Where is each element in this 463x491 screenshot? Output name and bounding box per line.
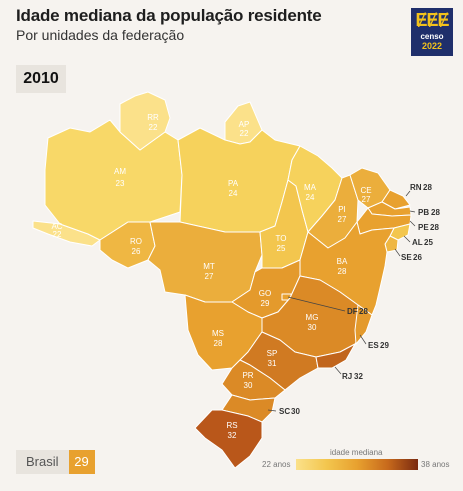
state-pi-value: 27 <box>338 215 347 224</box>
state-ma-value: 24 <box>306 193 315 202</box>
state-rn-code: RN <box>410 183 422 192</box>
censo-2022-logo: ɆɆɆ censo 2022 <box>411 8 453 56</box>
logo-censo-text: censo <box>420 32 444 41</box>
state-rr-value: 22 <box>149 123 158 132</box>
state-to-code: TO <box>276 234 287 243</box>
legend-min-label: 22 anos <box>262 460 291 469</box>
page-title: Idade mediana da população residente <box>16 6 322 25</box>
state-es[interactable] <box>354 304 373 345</box>
state-rs-value: 32 <box>228 431 237 440</box>
state-ap-value: 22 <box>240 129 249 138</box>
leader-line-pb <box>409 210 416 213</box>
state-sc-value: 30 <box>291 407 300 416</box>
leader-line-al <box>403 235 411 243</box>
state-ba-code: BA <box>337 257 348 266</box>
logo-year-text: 2022 <box>421 41 443 51</box>
state-df-code: DF <box>347 307 358 316</box>
state-pa-value: 24 <box>229 189 238 198</box>
state-pe-code: PE <box>418 223 429 232</box>
state-es-value: 29 <box>380 341 389 350</box>
state-rs-code: RS <box>226 421 237 430</box>
leader-line-rj <box>334 366 342 375</box>
state-pr-value: 30 <box>244 381 253 390</box>
state-se-value: 26 <box>413 253 422 262</box>
state-am-code: AM <box>114 167 126 176</box>
state-pr-code: PR <box>242 371 253 380</box>
year-badge: 2010 <box>16 65 66 93</box>
state-al-code: AL <box>412 238 423 247</box>
state-go-code: GO <box>259 289 271 298</box>
state-pe-value: 28 <box>430 223 439 232</box>
state-se-code: SE <box>401 253 412 262</box>
legend-title: idade mediana <box>330 448 383 457</box>
state-am-value: 23 <box>116 179 125 188</box>
state-rn-value: 28 <box>423 183 432 192</box>
state-ma-code: MA <box>304 183 317 192</box>
legend-max-label: 38 anos <box>421 460 450 469</box>
state-go-value: 29 <box>261 299 270 308</box>
state-pa-code: PA <box>228 179 239 188</box>
state-mg-value: 30 <box>308 323 317 332</box>
state-sp-code: SP <box>267 349 278 358</box>
state-al-value: 25 <box>424 238 433 247</box>
leader-line-pe <box>409 220 416 227</box>
state-ac-value: 22 <box>53 230 62 239</box>
state-ba-value: 28 <box>338 267 347 276</box>
state-ro-code: RO <box>130 237 142 246</box>
state-rj-value: 32 <box>354 372 363 381</box>
state-rs[interactable] <box>194 409 263 469</box>
state-rr[interactable] <box>119 91 171 151</box>
brasil-value: 29 <box>68 450 95 474</box>
legend-color-scale <box>296 459 418 470</box>
state-ap-code: AP <box>239 120 250 129</box>
state-rj-code: RJ <box>342 372 352 381</box>
state-df-value: 28 <box>359 307 368 316</box>
page-subtitle: Por unidades da federação <box>16 27 185 43</box>
state-ce-code: CE <box>360 186 371 195</box>
leader-line-df <box>287 296 346 312</box>
state-mt-code: MT <box>203 262 215 271</box>
tally-marks-icon: ɆɆɆ <box>415 10 449 30</box>
state-mt-value: 27 <box>205 272 214 281</box>
state-pr[interactable] <box>221 359 286 401</box>
leader-line-rn <box>405 190 411 197</box>
state-to-value: 25 <box>277 244 286 253</box>
state-mg-code: MG <box>306 313 319 322</box>
leader-line-se <box>394 248 401 257</box>
state-pi-code: PI <box>338 205 346 214</box>
state-pb-code: PB <box>418 208 429 217</box>
state-sp-value: 31 <box>268 359 277 368</box>
leader-line-es <box>359 334 367 345</box>
state-es-code: ES <box>368 341 379 350</box>
brasil-label: Brasil <box>16 450 69 474</box>
state-ce-value: 27 <box>362 195 371 204</box>
state-ms-value: 28 <box>214 339 223 348</box>
state-rr-code: RR <box>147 113 159 122</box>
brasil-median-box: Brasil 29 <box>16 450 95 474</box>
leader-line-sc <box>267 409 277 412</box>
state-sc-code: SC <box>279 407 290 416</box>
state-pb-value: 28 <box>431 208 440 217</box>
state-sp[interactable] <box>239 331 319 391</box>
state-rj[interactable] <box>315 343 356 369</box>
state-ms-code: MS <box>212 329 224 338</box>
state-ro-value: 26 <box>132 247 141 256</box>
state-ac-code: AC <box>51 222 62 231</box>
